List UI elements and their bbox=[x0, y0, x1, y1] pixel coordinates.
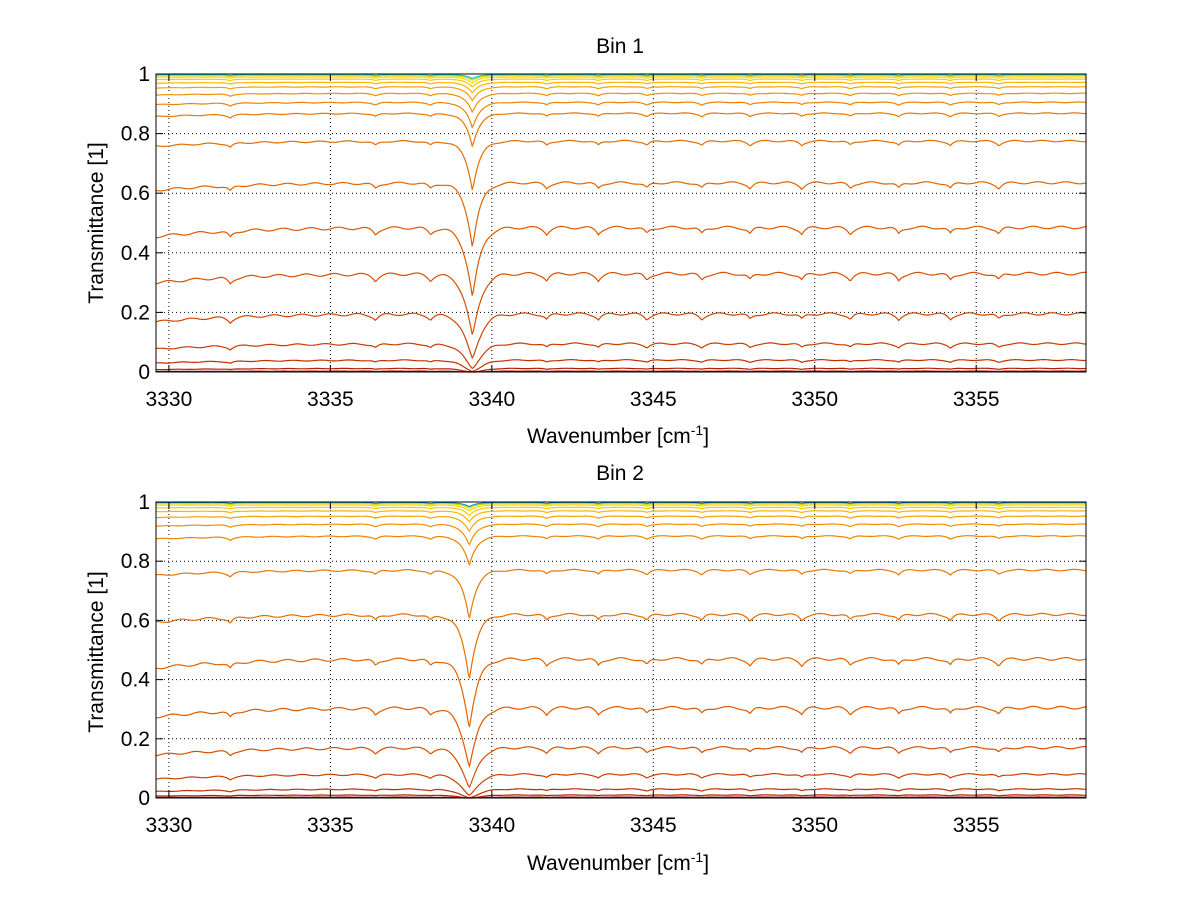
y-tick-label: 0.8 bbox=[121, 123, 150, 146]
series-line-s7 bbox=[155, 92, 1086, 114]
series-line-s7 bbox=[155, 523, 1086, 546]
y-tick-label: 0 bbox=[138, 787, 150, 810]
series-group bbox=[155, 502, 1087, 799]
series-line-s14 bbox=[155, 772, 1087, 797]
series-line-s13 bbox=[155, 745, 1087, 789]
y-axis-label: Transmittance [1] bbox=[85, 142, 108, 303]
y-tick-label: 0.4 bbox=[121, 669, 151, 692]
series-line-s9 bbox=[155, 112, 1087, 149]
y-tick-label: 0.6 bbox=[121, 182, 150, 205]
series-line-s2 bbox=[156, 502, 1086, 509]
x-axis-label: Wavenumber [cm-1] bbox=[527, 422, 709, 448]
series-line-s18 bbox=[156, 370, 1086, 373]
x-tick-label: 3335 bbox=[307, 388, 354, 411]
x-axis-label-superscript: -1 bbox=[691, 849, 704, 865]
series-group bbox=[155, 74, 1087, 373]
series-line-s15 bbox=[155, 788, 1087, 799]
series-line-s10 bbox=[155, 612, 1087, 679]
axes-box bbox=[155, 73, 1087, 373]
x-tick-label: 3345 bbox=[630, 388, 677, 411]
series-line-s16 bbox=[156, 358, 1086, 372]
x-axis-label-superscript: -1 bbox=[691, 422, 704, 438]
series-line-s14 bbox=[155, 312, 1087, 360]
y-tick-label: 0 bbox=[138, 361, 150, 384]
plot-title: Bin 1 bbox=[596, 35, 644, 58]
series-line-s11 bbox=[155, 181, 1087, 247]
y-tick-label: 0.2 bbox=[121, 301, 150, 324]
x-tick-label: 3335 bbox=[307, 814, 354, 837]
x-tick-label: 3350 bbox=[791, 814, 838, 837]
y-tick-label: 0.6 bbox=[121, 609, 150, 632]
axes-box bbox=[155, 501, 1087, 799]
series-line-s15 bbox=[155, 342, 1087, 370]
series-line-s1 bbox=[155, 74, 1086, 80]
y-tick-label: 0.4 bbox=[121, 242, 151, 265]
ticks: 3330 3335 3340 3345 3350 3355 0 0.2 0.4 0.6 0.8 1 bbox=[121, 491, 1086, 837]
x-axis-label-close: ] bbox=[703, 852, 709, 875]
plot-title: Bin 2 bbox=[596, 462, 644, 485]
series-line-s9 bbox=[155, 568, 1087, 619]
x-tick-label: 3340 bbox=[468, 388, 515, 411]
x-axis-label-main: Wavenumber [cm bbox=[527, 852, 691, 875]
series-line-s4 bbox=[156, 78, 1086, 88]
x-axis-label-close: ] bbox=[703, 425, 709, 448]
series-line-s11 bbox=[155, 656, 1087, 728]
series-line-s16 bbox=[156, 794, 1086, 799]
plot-bin-2: Bin 2 3330 3335 3340 3345 3350 3355 0 0.2 0.4 0.6… bbox=[85, 462, 1087, 875]
series-line-s12 bbox=[156, 705, 1087, 769]
series-line-s1 bbox=[156, 502, 1086, 508]
x-tick-label: 3350 bbox=[791, 388, 838, 411]
x-tick-label: 3330 bbox=[146, 814, 193, 837]
series-line-s17 bbox=[156, 367, 1086, 373]
series-line-s3 bbox=[156, 504, 1086, 512]
x-tick-label: 3340 bbox=[468, 814, 515, 837]
series-line-s12 bbox=[155, 225, 1087, 296]
x-axis-label: Wavenumber [cm-1] bbox=[527, 849, 709, 875]
plot-bin-1: Bin 1 3330 3335 3340 3345 3350 3355 0 0.2 0.4 0.6… bbox=[85, 35, 1087, 448]
series-line-s6 bbox=[156, 86, 1086, 102]
y-tick-label: 0.8 bbox=[121, 550, 150, 573]
series-line-s3 bbox=[156, 76, 1086, 84]
y-tick-label: 1 bbox=[138, 491, 150, 514]
series-line-s5 bbox=[156, 510, 1086, 523]
series-line-s8 bbox=[155, 535, 1087, 567]
y-tick-label: 1 bbox=[138, 63, 150, 86]
x-tick-label: 3355 bbox=[953, 388, 1000, 411]
series-line-s8 bbox=[155, 101, 1087, 129]
series-line-s4 bbox=[156, 506, 1086, 516]
x-tick-label: 3345 bbox=[630, 814, 677, 837]
series-line-s2 bbox=[156, 74, 1086, 81]
y-axis-label: Transmittance [1] bbox=[85, 571, 108, 732]
x-axis-label-main: Wavenumber [cm bbox=[527, 425, 691, 448]
series-line-s10 bbox=[156, 139, 1086, 190]
series-line-s17 bbox=[156, 796, 1086, 799]
ticks: 3330 3335 3340 3345 3350 3355 0 0.2 0.4 0.6 0.8 1 bbox=[121, 63, 1086, 411]
x-tick-label: 3355 bbox=[953, 814, 1000, 837]
series-line-s5 bbox=[156, 81, 1087, 94]
x-tick-label: 3330 bbox=[146, 388, 193, 411]
series-line-s6 bbox=[156, 515, 1086, 532]
y-tick-label: 0.2 bbox=[121, 728, 150, 751]
series-line-s13 bbox=[155, 271, 1087, 335]
